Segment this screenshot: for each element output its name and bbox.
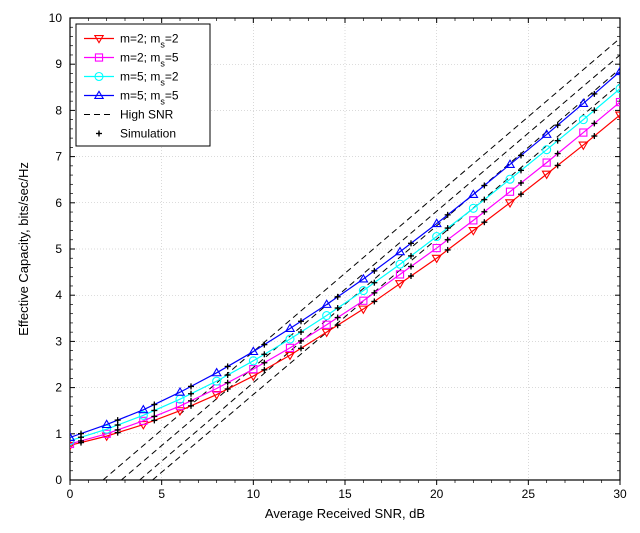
svg-text:25: 25	[522, 487, 536, 501]
svg-text:10: 10	[49, 11, 63, 25]
svg-text:6: 6	[55, 196, 62, 210]
chart-svg: 0 5 10 15 20 25 30 0 1 2 3 4 5 6 7 8 9 10 Average Received…	[0, 0, 640, 533]
svg-text:0: 0	[67, 487, 74, 501]
svg-text:1: 1	[55, 427, 62, 441]
chart-container: 0 5 10 15 20 25 30 0 1 2 3 4 5 6 7 8 9 10 Average Received…	[0, 0, 640, 533]
svg-text:30: 30	[613, 487, 627, 501]
svg-text:10: 10	[247, 487, 261, 501]
svg-text:9: 9	[55, 57, 62, 71]
svg-text:20: 20	[430, 487, 444, 501]
svg-text:2: 2	[55, 381, 62, 395]
svg-text:5: 5	[158, 487, 165, 501]
svg-text:8: 8	[55, 103, 62, 117]
svg-text:Effective Capacity, bits/sec/H: Effective Capacity, bits/sec/Hz	[16, 162, 31, 336]
svg-text:7: 7	[55, 150, 62, 164]
svg-text:5: 5	[55, 242, 62, 256]
svg-text:Simulation: Simulation	[120, 127, 176, 141]
svg-text:15: 15	[338, 487, 352, 501]
svg-text:0: 0	[55, 473, 62, 487]
svg-text:Average Received SNR, dB: Average Received SNR, dB	[265, 506, 425, 521]
svg-text:High SNR: High SNR	[120, 108, 174, 122]
svg-text:3: 3	[55, 334, 62, 348]
svg-text:4: 4	[55, 288, 62, 302]
